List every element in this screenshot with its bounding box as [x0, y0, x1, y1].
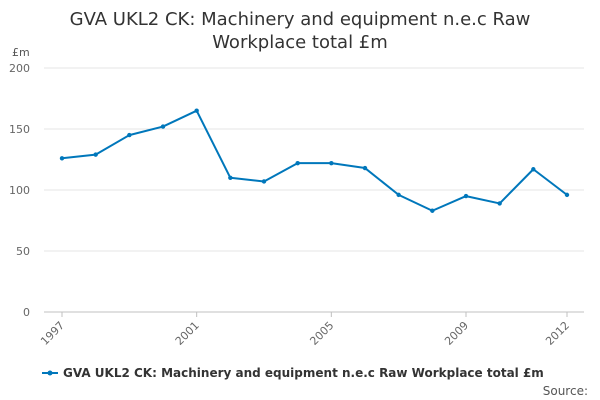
data-point-2006 [362, 165, 368, 171]
data-point-2001 [194, 108, 199, 113]
x-tick-label-2001: 2001 [173, 319, 202, 348]
data-point-2011 [531, 167, 536, 172]
y-tick-label-150: 150 [9, 123, 30, 136]
data-point-2010 [497, 201, 502, 206]
x-tick-label-2005: 2005 [307, 319, 336, 348]
data-point-2012 [564, 192, 570, 198]
data-point-2008 [430, 208, 435, 213]
data-point-2005 [329, 160, 334, 166]
series-group [59, 108, 570, 213]
data-point-2000 [160, 124, 166, 129]
chart-title-line-2: Workplace total £m [212, 32, 388, 53]
legend[interactable]: GVA UKL2 CK: Machinery and equipment n.e… [42, 366, 544, 380]
x-tick-label-1997: 1997 [38, 319, 67, 348]
x-tick-label-2012: 2012 [543, 319, 572, 348]
y-axis-label: £m [12, 46, 30, 59]
data-point-2007 [396, 192, 401, 198]
data-point-1998 [93, 152, 98, 157]
y-tick-label-100: 100 [9, 184, 30, 197]
data-point-2003 [261, 179, 267, 184]
data-point-2009 [463, 193, 469, 199]
data-point-2002 [228, 175, 233, 180]
x-tick-label-2009: 2009 [442, 319, 471, 348]
source-label: Source: [543, 384, 588, 398]
y-axis-ticks: 0 50 100 150 200 [9, 62, 30, 319]
y-tick-label-200: 200 [9, 62, 30, 75]
data-point-1997 [59, 156, 65, 161]
gridlines [44, 67, 584, 252]
legend-label: GVA UKL2 CK: Machinery and equipment n.e… [63, 366, 544, 380]
data-point-1999 [127, 132, 132, 138]
x-axis-ticks: 1997 2001 2005 2009 2012 [38, 312, 572, 348]
y-tick-label-50: 50 [16, 245, 30, 258]
legend-swatch-marker [47, 370, 53, 376]
series-line-0 [61, 109, 568, 212]
y-tick-label-0: 0 [23, 306, 30, 319]
data-point-2004 [295, 160, 300, 166]
chart-title-line-1: GVA UKL2 CK: Machinery and equipment n.e… [69, 9, 531, 30]
chart-title: GVA UKL2 CK: Machinery and equipment n.e… [0, 8, 600, 54]
